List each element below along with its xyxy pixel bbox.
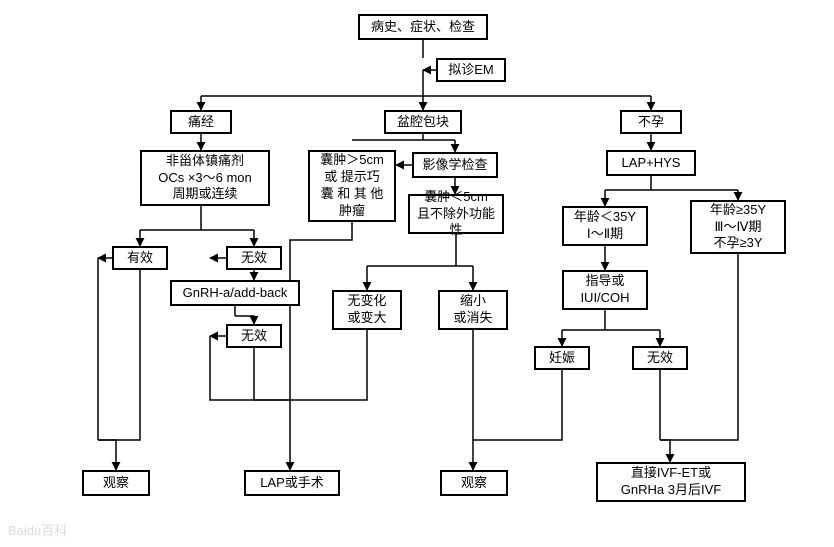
node-gnrh: GnRH-a/add-back xyxy=(170,280,300,306)
node-root: 病史、症状、检查 xyxy=(358,14,488,40)
node-noeff2: 无效 xyxy=(226,324,282,348)
node-nsaid: 非甾体镇痛剂 OCs ×3～6 mon 周期或连续 xyxy=(140,150,270,206)
edge-47 xyxy=(473,370,562,440)
node-lap_hys: LAP+HYS xyxy=(606,150,696,176)
node-age_lt35: 年龄＜35Y Ⅰ～Ⅱ期 xyxy=(562,206,648,246)
edge-51 xyxy=(660,440,670,462)
node-iui: 指导或 IUI/COH xyxy=(562,270,648,310)
node-infert: 不孕 xyxy=(620,110,682,134)
node-preg: 妊娠 xyxy=(534,346,590,370)
node-age_ge35: 年龄≥35Y Ⅲ～Ⅳ期 不孕≥3Y xyxy=(690,200,786,254)
node-cyst5: 囊肿＞5cm 或 提示巧 囊 和 其 他 肿瘤 xyxy=(308,150,396,222)
node-obs1: 观察 xyxy=(82,470,150,496)
node-eff: 有效 xyxy=(112,246,168,270)
node-em: 拟诊EM xyxy=(436,58,506,82)
node-nochange: 无变化 或变大 xyxy=(332,290,402,330)
node-ivf: 直接IVF-ET或 GnRHa 3月后IVF xyxy=(596,462,746,502)
edge-42 xyxy=(290,330,367,400)
node-shrink: 缩小 或消失 xyxy=(438,290,508,330)
node-pelvic: 盆腔包块 xyxy=(384,110,462,134)
node-cyst_lt5: 囊肿＜5cm 且不除外功能性 xyxy=(408,194,504,234)
edge-38 xyxy=(98,270,140,440)
node-obs2: 观察 xyxy=(440,470,508,496)
node-noeff3: 无效 xyxy=(632,346,688,370)
node-painful: 痛经 xyxy=(170,110,232,134)
watermark: Baidu百科 xyxy=(8,520,67,539)
edge-39 xyxy=(98,440,116,470)
node-lap_surg: LAP或手术 xyxy=(244,470,340,496)
node-noeff1: 无效 xyxy=(226,246,282,270)
node-imaging: 影像学检查 xyxy=(412,152,498,178)
edge-22 xyxy=(235,316,254,324)
